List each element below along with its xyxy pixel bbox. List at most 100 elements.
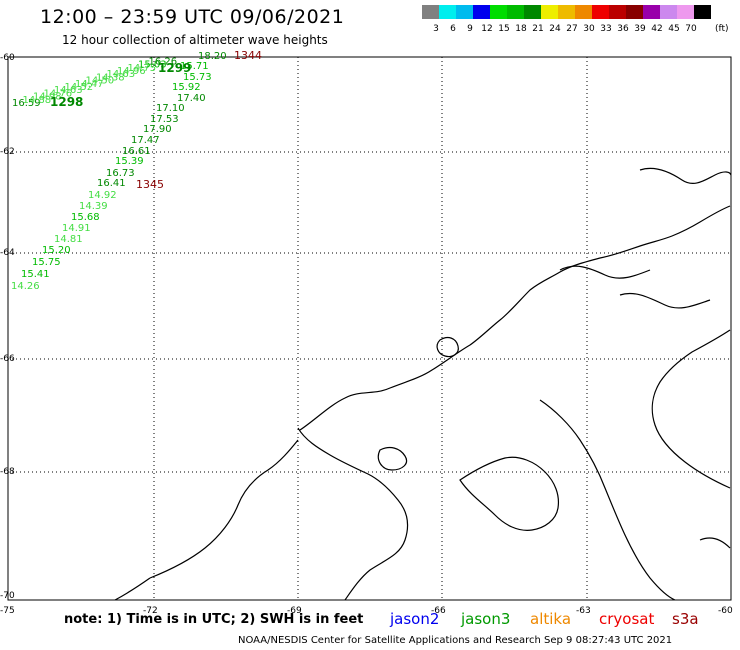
wave-height-label: 17.47: [131, 135, 160, 146]
wave-height-label: 14.76: [44, 88, 73, 99]
wave-height-label: 14.63: [54, 85, 83, 96]
lon-label: -66: [431, 606, 446, 616]
wave-height-label: 15.20: [42, 245, 71, 256]
wave-height-label: 14.88: [23, 95, 52, 106]
sat-s3a: s3a: [672, 610, 699, 628]
legend-label: 36: [617, 24, 629, 34]
legend-swatch: [626, 5, 643, 19]
wave-height-label: 16.73: [106, 168, 135, 179]
credit-line: NOAA/NESDIS Center for Satellite Applica…: [238, 635, 673, 646]
legend-swatch: [507, 5, 524, 19]
wave-height-label: 15.92: [172, 82, 201, 93]
wave-height-label: 14.50: [86, 76, 115, 87]
legend-label: 12: [481, 24, 492, 34]
legend-label: 70: [685, 24, 697, 34]
lon-label: -60: [718, 606, 733, 616]
wave-height-label: 14.75: [128, 63, 157, 74]
lat-label: -66: [0, 354, 15, 364]
pass-id-1299: 1299: [158, 61, 191, 75]
wave-height-label: 16.26: [149, 56, 178, 67]
legend-label: 21: [532, 24, 543, 34]
altimeter-track: 18.2015.7115.7315.9217.4017.1017.5317.90…: [11, 51, 227, 292]
legend-label: 18: [515, 24, 527, 34]
legend-swatch: [541, 5, 558, 19]
legend-label: 33: [600, 24, 611, 34]
sat-altika: altika: [530, 610, 572, 628]
pass-id-1298: 1298: [50, 95, 83, 109]
wave-height-label: 14.38: [96, 72, 125, 83]
wave-height-label: 14.96: [117, 66, 146, 77]
wave-height-label: 17.53: [150, 114, 179, 125]
legend-swatch: [609, 5, 626, 19]
map-subtitle: 12 hour collection of altimeter wave hei…: [62, 33, 328, 47]
lat-label: -70: [0, 591, 15, 601]
legend-swatch: [694, 5, 711, 19]
legend-swatch: [422, 5, 439, 19]
legend-swatch: [490, 5, 507, 19]
lon-label: -72: [143, 606, 158, 616]
color-scale-legend: 3 6 9 12 15 18 21 24 27 30 33 36 39 42 45 70 (ft): [422, 5, 729, 34]
wave-height-label: 17.40: [177, 93, 206, 104]
lon-label: -63: [576, 606, 591, 616]
wave-height-label: 16.41: [97, 178, 126, 189]
coastline: [114, 167, 732, 601]
footer-note: note: 1) Time is in UTC; 2) SWH is in fe…: [64, 612, 364, 627]
wave-height-label: 15.41: [21, 269, 50, 280]
wave-height-label: 14.63: [107, 69, 136, 80]
legend-label: 15: [498, 24, 509, 34]
legend-label: 30: [583, 24, 595, 34]
sat-jason3: jason3: [461, 610, 511, 628]
legend-label: 24: [549, 24, 561, 34]
legend-swatch: [575, 5, 592, 19]
lat-label: -60: [0, 53, 15, 63]
wave-height-label: 17.90: [143, 124, 172, 135]
sat-cryosat: cryosat: [599, 610, 655, 628]
legend-label: 6: [450, 24, 456, 34]
lon-label: -75: [0, 606, 15, 616]
wave-height-label: 14.39: [79, 201, 108, 212]
legend-swatch: [456, 5, 473, 19]
wave-height-label: 15.39: [115, 156, 144, 167]
legend-swatch: [643, 5, 660, 19]
legend-swatch: [524, 5, 541, 19]
map-title: 12:00 – 23:59 UTC 09/06/2021: [40, 6, 345, 28]
legend-label: 42: [651, 24, 662, 34]
lat-label: -62: [0, 147, 15, 157]
lat-label: -64: [0, 248, 15, 258]
lon-label: -69: [287, 606, 302, 616]
graticule: [8, 57, 731, 600]
lat-label: -68: [0, 467, 15, 477]
legend-swatch: [677, 5, 694, 19]
pass-id-1344: 1344: [234, 49, 262, 62]
wave-height-label: 15.73: [183, 72, 212, 83]
wave-height-label: 16.59: [12, 98, 41, 109]
wave-height-label: 14.98: [33, 92, 62, 103]
legend-unit: (ft): [715, 24, 729, 34]
wave-height-label: 14.26: [11, 281, 40, 292]
wave-height-label: 18.20: [198, 51, 227, 62]
legend-label: 3: [433, 24, 439, 34]
wave-height-label: 15.75: [32, 257, 61, 268]
legend-swatch: [660, 5, 677, 19]
wave-height-label: 16.61: [122, 146, 151, 157]
legend-swatch: [558, 5, 575, 19]
sat-jason2: jason2: [390, 610, 440, 628]
legend-label: 9: [467, 24, 473, 34]
legend-swatch: [439, 5, 456, 19]
legend-label: 27: [566, 24, 577, 34]
wave-height-label: 14.92: [88, 190, 117, 201]
wave-height-label: 17.10: [156, 103, 185, 114]
wave-height-label: 15.68: [71, 212, 100, 223]
legend-label: 45: [668, 24, 679, 34]
legend-swatch: [473, 5, 490, 19]
map-frame: [7, 56, 732, 601]
wave-height-label: 15.71: [180, 61, 209, 72]
wave-height-label: 14.52: [65, 82, 94, 93]
legend-label: 39: [634, 24, 646, 34]
legend-swatch: [592, 5, 609, 19]
wave-height-label: 15.03: [138, 60, 167, 71]
pass-id-1345: 1345: [136, 178, 164, 191]
wave-height-label: 14.81: [54, 234, 83, 245]
